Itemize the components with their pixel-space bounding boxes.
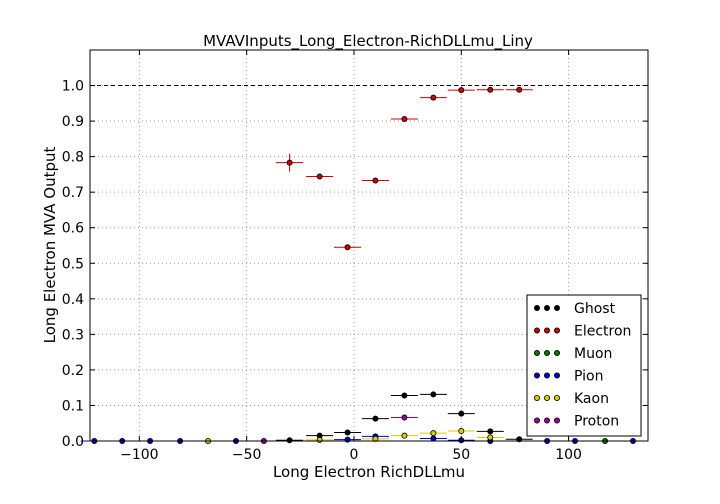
data-point [487, 434, 494, 441]
data-point [487, 86, 494, 93]
series-ghost [276, 391, 533, 444]
data-point [401, 432, 408, 439]
data-point [401, 115, 408, 122]
legend-marker [554, 417, 561, 424]
chart-title: MVAVInputs_Long_Electron-RichDLLmu_Liny [203, 32, 533, 51]
data-point [286, 159, 293, 166]
data-point [316, 173, 323, 180]
y-tick-label: 0.8 [62, 150, 84, 166]
data-point [458, 428, 465, 435]
legend-box [526, 294, 642, 437]
legend-label: Ghost [574, 301, 616, 317]
legend-marker [554, 327, 561, 334]
legend-marker [544, 417, 551, 424]
y-tick-label: 1.0 [62, 79, 84, 95]
y-tick-label: 0.6 [62, 221, 84, 237]
x-tick-label: −100 [120, 447, 158, 463]
legend-label: Electron [574, 324, 631, 340]
legend-marker [554, 349, 561, 356]
legend-marker [554, 304, 561, 311]
x-tick-label: 100 [555, 447, 582, 463]
data-point [458, 87, 465, 94]
legend-label: Kaon [574, 391, 609, 407]
legend-marker [554, 394, 561, 401]
legend-marker [534, 349, 541, 356]
plot-frame [89, 49, 649, 442]
data-point [487, 428, 494, 435]
data-point [430, 435, 437, 442]
legend-marker [544, 372, 551, 379]
legend-marker [544, 349, 551, 356]
legend-label: Muon [574, 346, 612, 362]
data-point [372, 415, 379, 422]
x-tick-label: 50 [452, 447, 470, 463]
y-axis-label: Long Electron MVA Output [41, 147, 59, 344]
data-point [430, 391, 437, 398]
data-point [286, 437, 293, 444]
y-tick-label: 0.1 [62, 398, 84, 414]
data-point [430, 430, 437, 437]
data-point [372, 177, 379, 184]
legend: Ghost Electron Muon Pion Kaon Proton [526, 294, 642, 437]
data-point [344, 429, 351, 436]
series-electron [276, 86, 533, 251]
legend-marker [534, 304, 541, 311]
x-tick-label: −50 [232, 447, 262, 463]
legend-marker [534, 417, 541, 424]
legend-label: Proton [574, 414, 619, 430]
legend-marker [534, 372, 541, 379]
legend-marker [554, 372, 561, 379]
data-point [458, 410, 465, 417]
data-point [516, 86, 523, 93]
y-tick-label: 0.5 [62, 256, 84, 272]
y-tick-label: 0.7 [62, 185, 84, 201]
data-point [316, 436, 323, 443]
x-tick-label: 0 [350, 447, 359, 463]
legend-marker [534, 394, 541, 401]
data-point [430, 94, 437, 101]
data-point [344, 244, 351, 251]
x-axis-label: Long Electron RichDLLmu [273, 463, 465, 481]
legend-marker [544, 327, 551, 334]
y-tick-label: 0.2 [62, 363, 84, 379]
y-tick-label: 0.4 [62, 292, 84, 308]
data-point [401, 392, 408, 399]
legend-marker [544, 304, 551, 311]
y-tick-label: 0.0 [62, 434, 84, 450]
y-tick-label: 0.3 [62, 327, 84, 343]
data-point [401, 414, 408, 421]
legend-label: Pion [574, 369, 603, 385]
legend-marker [534, 327, 541, 334]
legend-marker [544, 394, 551, 401]
y-tick-label: 0.9 [62, 114, 84, 130]
axis-ticks: −100 −50 0 50 100 0.0 0.1 0.2 0.3 0.4 0.5 0.6 0.7 0.8… [62, 50, 648, 463]
